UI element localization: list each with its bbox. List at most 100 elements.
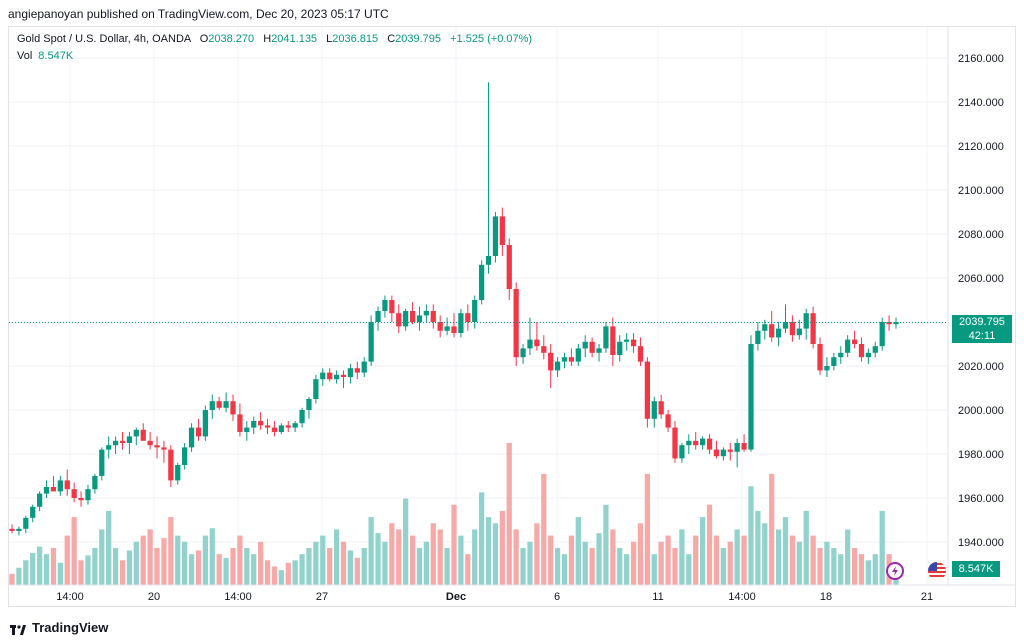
volume-bar bbox=[154, 547, 160, 585]
volume-bar bbox=[831, 547, 837, 585]
volume-bar bbox=[858, 554, 865, 585]
volume-bar bbox=[416, 547, 423, 585]
volume-bar bbox=[720, 547, 726, 585]
candle-body bbox=[775, 328, 782, 338]
candle-body bbox=[824, 366, 830, 371]
candle-body bbox=[347, 368, 354, 377]
candle-body bbox=[154, 445, 160, 448]
volume-bar bbox=[285, 562, 291, 585]
volume-bar bbox=[713, 535, 720, 585]
x-tick-label: 18 bbox=[820, 591, 832, 603]
candle-body bbox=[527, 339, 533, 349]
candle-body bbox=[803, 313, 809, 329]
candle-body bbox=[361, 361, 367, 373]
volume-bar bbox=[658, 541, 664, 585]
candle-body bbox=[354, 368, 360, 373]
volume-bar bbox=[347, 550, 354, 585]
volume-bar bbox=[30, 552, 36, 585]
candle-body bbox=[534, 339, 540, 347]
volume-bar bbox=[686, 554, 692, 585]
candle-body bbox=[140, 429, 146, 441]
candle-body bbox=[368, 322, 374, 362]
candle-body bbox=[57, 480, 63, 492]
volume-bar bbox=[561, 554, 568, 585]
volume-bar bbox=[672, 547, 678, 585]
volume-bar bbox=[824, 541, 830, 585]
candle-body bbox=[603, 326, 609, 349]
candle-body bbox=[182, 447, 188, 465]
candle-body bbox=[251, 421, 257, 428]
candle-body bbox=[720, 449, 726, 457]
volume-bar bbox=[16, 567, 22, 585]
y-tick-label: 2120.000 bbox=[958, 141, 1004, 153]
volume-bar bbox=[423, 541, 429, 585]
candle-body bbox=[782, 322, 789, 329]
candle-body bbox=[700, 438, 706, 446]
last-price-tag: 2039.795 42:11 bbox=[952, 315, 1012, 343]
candle-body bbox=[582, 341, 588, 349]
volume-bar bbox=[9, 573, 15, 585]
volume-bar bbox=[845, 529, 851, 585]
candle-body bbox=[610, 326, 616, 355]
volume-bar bbox=[175, 535, 181, 585]
candle-body bbox=[451, 326, 457, 333]
footer-brand[interactable]: TradingView bbox=[10, 620, 108, 635]
candle-body bbox=[92, 476, 98, 490]
volume-bar bbox=[541, 473, 547, 585]
candle-body bbox=[810, 313, 816, 344]
x-tick-label: 20 bbox=[148, 591, 160, 603]
x-tick-label: 27 bbox=[316, 591, 328, 603]
volume-bar bbox=[589, 547, 595, 585]
candle-body bbox=[126, 436, 133, 443]
candle-body bbox=[541, 346, 547, 353]
volume-bar bbox=[168, 517, 174, 585]
volume-bar bbox=[444, 547, 450, 585]
chart-frame bbox=[8, 26, 1016, 607]
candle-body bbox=[872, 346, 878, 353]
volume-bar bbox=[237, 535, 243, 585]
candle-body bbox=[658, 401, 664, 415]
x-tick-label: 14:00 bbox=[224, 591, 252, 603]
candle-body bbox=[465, 313, 471, 322]
candle-body bbox=[630, 339, 637, 347]
open-value: 2038.270 bbox=[208, 33, 255, 45]
volume-bar bbox=[610, 529, 616, 585]
volume-bar bbox=[554, 547, 561, 585]
lightning-icon[interactable] bbox=[886, 562, 904, 580]
volume-bar bbox=[306, 547, 312, 585]
volume-bar bbox=[278, 570, 284, 585]
volume-bar bbox=[78, 560, 84, 585]
footer-brand-label: TradingView bbox=[32, 620, 109, 635]
volume-bar bbox=[50, 547, 57, 585]
candle-body bbox=[258, 421, 264, 426]
volume-bar bbox=[644, 473, 650, 585]
x-tick-label: 14:00 bbox=[728, 591, 756, 603]
candle-body bbox=[202, 410, 208, 437]
volume-bar bbox=[527, 541, 533, 585]
volume-bar bbox=[803, 510, 809, 585]
volume-bar bbox=[596, 533, 602, 585]
close-label: C bbox=[387, 33, 396, 45]
us-flag-icon[interactable] bbox=[928, 562, 946, 580]
candle-body bbox=[195, 427, 202, 437]
volume-bar bbox=[126, 550, 133, 585]
candle-body bbox=[769, 324, 775, 338]
volume-bar bbox=[679, 529, 685, 585]
candle-body bbox=[382, 300, 388, 311]
volume-bar bbox=[264, 560, 271, 585]
volume-bar bbox=[140, 535, 146, 585]
x-tick-label: 6 bbox=[554, 591, 560, 603]
candle-body bbox=[71, 489, 77, 498]
volume-bar bbox=[769, 473, 775, 585]
volume-bar bbox=[637, 523, 644, 585]
volume-bar bbox=[85, 555, 91, 585]
candle-body bbox=[237, 414, 243, 432]
candle-body bbox=[264, 425, 271, 428]
candle-body bbox=[313, 379, 319, 399]
volume-bar bbox=[548, 535, 554, 585]
volume-bar bbox=[727, 541, 733, 585]
candle-body bbox=[838, 352, 844, 358]
candle-body bbox=[43, 487, 50, 494]
volume-bar bbox=[99, 529, 105, 585]
